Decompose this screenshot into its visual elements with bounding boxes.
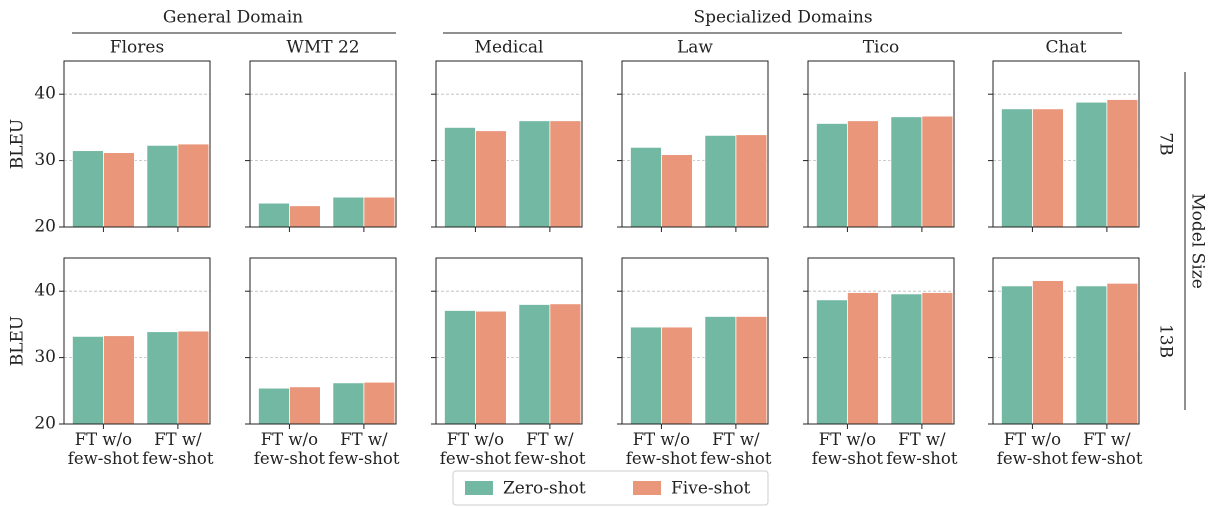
bar <box>363 196 396 228</box>
bar <box>444 127 476 228</box>
legend-swatch <box>633 481 661 495</box>
x-tick-label: FT w/o few-shot <box>253 430 326 468</box>
x-tick-label: FT w/o few-shot <box>996 430 1069 468</box>
bar <box>72 150 104 228</box>
axes-frame <box>992 257 1140 425</box>
bar <box>847 292 879 425</box>
bar <box>704 134 737 228</box>
y-tick-label: 30 <box>34 150 56 170</box>
bar <box>289 386 321 425</box>
y-tick-label: 40 <box>34 281 56 301</box>
x-tick-label: FT w/ few-shot <box>1071 430 1143 468</box>
group-header: Specialized Domains <box>693 8 872 28</box>
bar <box>549 303 582 425</box>
x-tick-label: FT w/ few-shot <box>328 430 400 468</box>
y-tick-label: 40 <box>34 84 56 104</box>
panel-title: Chat <box>1046 38 1087 58</box>
bar <box>735 316 768 425</box>
axes-frame <box>249 60 397 228</box>
bar <box>1032 108 1064 228</box>
panel-title: Flores <box>110 38 164 58</box>
bar <box>549 120 582 228</box>
bar <box>103 335 135 425</box>
axes-frame <box>992 60 1140 228</box>
axes-frame <box>807 60 955 228</box>
axes-frame <box>621 257 769 425</box>
bar <box>816 123 848 228</box>
axes-frame <box>807 257 955 425</box>
bar <box>661 154 693 228</box>
bar <box>630 146 662 228</box>
bar <box>332 382 365 425</box>
bar <box>146 331 179 425</box>
x-tick-label: FT w/ few-shot <box>700 430 772 468</box>
x-tick-label: FT w/o few-shot <box>625 430 698 468</box>
panel-title: Medical <box>475 38 544 58</box>
x-tick-label: FT w/ few-shot <box>886 430 958 468</box>
y-axis-label: BLEU <box>8 316 28 367</box>
bar <box>177 330 210 425</box>
bar <box>890 116 923 228</box>
row-label: 7B <box>1156 132 1176 155</box>
legend-label: Five-shot <box>671 479 751 499</box>
bar <box>630 326 662 425</box>
bar <box>103 152 135 228</box>
x-tick-label: FT w/ few-shot <box>142 430 214 468</box>
x-tick-label: FT w/o few-shot <box>439 430 512 468</box>
bar <box>1001 108 1033 228</box>
y-tick-label: 30 <box>34 347 56 367</box>
bar <box>289 205 321 228</box>
panel-title: Law <box>677 38 713 58</box>
legend-box <box>452 470 769 506</box>
bar <box>444 310 476 425</box>
bar <box>735 134 768 228</box>
bar <box>475 130 507 228</box>
bar <box>816 299 848 425</box>
bar <box>921 292 954 425</box>
bar <box>1106 99 1139 228</box>
axes-frame <box>63 257 211 425</box>
bar <box>1001 285 1033 425</box>
bar <box>847 120 879 228</box>
row-label: 13B <box>1156 324 1176 358</box>
group-header: General Domain <box>163 8 303 28</box>
bar <box>72 335 104 425</box>
bar <box>146 144 179 228</box>
axes-frame <box>249 257 397 425</box>
x-tick-label: FT w/ few-shot <box>514 430 586 468</box>
legend-swatch <box>465 481 493 495</box>
x-tick-label: FT w/o few-shot <box>67 430 140 468</box>
bar <box>363 381 396 425</box>
axes-frame <box>621 60 769 228</box>
axes-frame <box>435 60 583 228</box>
model-size-label: Model Size <box>1188 193 1208 289</box>
bar <box>475 310 507 425</box>
y-axis-label: BLEU <box>8 119 28 170</box>
bar <box>890 293 923 425</box>
bar <box>258 202 290 228</box>
x-tick-label: FT w/o few-shot <box>811 430 884 468</box>
y-tick-label: 20 <box>34 217 56 237</box>
y-tick-label: 20 <box>34 414 56 434</box>
bar <box>1032 280 1064 425</box>
bar <box>518 120 551 228</box>
bar <box>332 196 365 228</box>
bar <box>921 115 954 228</box>
bar <box>258 387 290 425</box>
bar <box>518 304 551 425</box>
bar <box>661 326 693 425</box>
bar <box>1075 101 1108 228</box>
bar <box>177 143 210 228</box>
axes-frame <box>63 60 211 228</box>
bar <box>704 316 737 425</box>
bar <box>1075 285 1108 425</box>
axes-frame <box>435 257 583 425</box>
bar <box>1106 282 1139 425</box>
panel-title: WMT 22 <box>286 38 359 58</box>
legend-label: Zero-shot <box>503 479 586 499</box>
panel-title: Tico <box>863 38 900 58</box>
